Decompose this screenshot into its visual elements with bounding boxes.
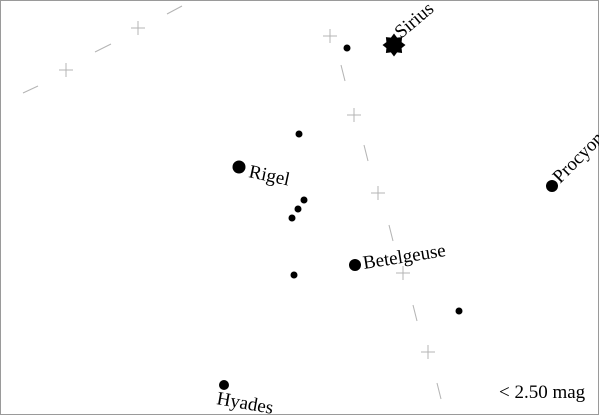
guide-dash — [94, 43, 112, 53]
rigel-label: Rigel — [247, 161, 292, 190]
sirius-label: Sirius — [391, 1, 438, 43]
equator-guide-line — [323, 29, 442, 400]
hyades-star[interactable] — [219, 380, 229, 390]
guide-dash — [412, 304, 418, 322]
betelgeuse-star[interactable] — [349, 259, 361, 271]
guide-dash — [166, 5, 183, 15]
star[interactable] — [290, 271, 298, 279]
guide-dash — [363, 144, 369, 162]
guide-tick-cross — [131, 21, 145, 35]
star[interactable] — [288, 214, 296, 222]
guide-dash — [340, 64, 346, 82]
procyon-label: Procyon — [549, 128, 599, 188]
guide-dash — [22, 85, 39, 94]
star[interactable] — [300, 196, 308, 204]
guide-tick-cross — [347, 108, 361, 122]
guide-dash — [436, 382, 442, 400]
guide-tick-cross — [421, 345, 435, 359]
betelgeuse-label: Betelgeuse — [361, 240, 447, 274]
guide-tick-cross — [323, 29, 337, 43]
rigel-star[interactable] — [232, 160, 246, 174]
sirius-star-icon[interactable] — [382, 33, 406, 57]
procyon-star[interactable] — [546, 180, 558, 192]
guide-tick-cross — [59, 63, 73, 77]
star[interactable] — [294, 205, 302, 213]
hyades-label: Hyades — [215, 388, 275, 416]
upper-guide-line — [22, 5, 183, 94]
star[interactable] — [295, 130, 303, 138]
guide-dash — [388, 224, 394, 242]
star[interactable] — [343, 44, 351, 52]
star[interactable] — [455, 307, 463, 315]
guide-tick-cross — [371, 186, 385, 200]
guide-tick-cross — [396, 266, 410, 280]
magnitude-limit-label: < 2.50 mag — [499, 382, 586, 403]
